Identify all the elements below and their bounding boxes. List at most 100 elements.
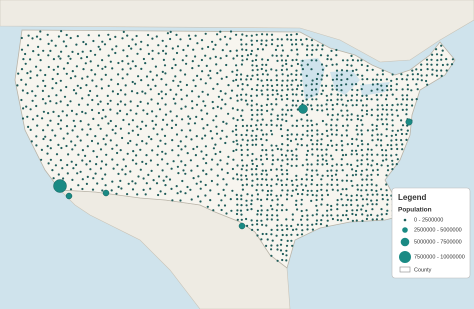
county-dot <box>179 80 182 83</box>
county-dot <box>126 73 129 76</box>
county-dot <box>155 182 159 185</box>
county-dot <box>326 99 329 102</box>
county-dot <box>26 92 29 95</box>
county-dot <box>291 88 294 91</box>
county-dot <box>376 88 379 91</box>
county-dot <box>42 137 45 141</box>
county-dot <box>405 138 408 141</box>
county-dot <box>159 190 162 193</box>
county-dot <box>270 248 273 251</box>
county-dot <box>84 43 88 46</box>
county-dot <box>380 118 383 121</box>
county-dot <box>386 209 389 212</box>
county-dot <box>46 145 49 148</box>
county-dot <box>360 63 363 66</box>
county-dot <box>281 258 284 262</box>
county-dot <box>266 84 269 87</box>
county-dot <box>211 137 214 140</box>
county-dot <box>63 95 67 98</box>
county-dot <box>320 178 323 181</box>
county-dot <box>240 43 243 46</box>
county-dot <box>255 189 258 192</box>
county-dot <box>355 149 358 152</box>
county-dot <box>185 135 188 138</box>
county-dot <box>216 83 219 86</box>
county-dot <box>275 124 278 127</box>
county-dot <box>162 58 165 62</box>
county-dot <box>331 164 334 167</box>
county-dot <box>270 33 274 36</box>
county-dot <box>446 63 449 66</box>
county-dot <box>386 113 389 116</box>
county-dot <box>17 72 20 75</box>
county-dot <box>139 148 142 151</box>
county-dot <box>125 113 129 116</box>
county-dot <box>35 65 38 68</box>
county-dot <box>331 188 334 191</box>
county-dot <box>231 107 234 110</box>
county-dot <box>170 187 173 190</box>
county-dot <box>256 209 259 212</box>
legend-symbol <box>402 227 408 233</box>
county-dot <box>280 94 283 97</box>
county-dot <box>236 198 239 201</box>
county-dot <box>160 78 163 81</box>
county-dot <box>336 218 339 222</box>
county-dot <box>385 158 388 161</box>
county-dot <box>20 48 24 51</box>
county-dot <box>122 118 125 122</box>
county-dot <box>225 43 228 46</box>
legend-item: 5000000 - 7500000 <box>414 239 462 245</box>
county-dot <box>291 59 294 62</box>
county-dot <box>195 135 198 138</box>
county-dot <box>172 79 175 82</box>
county-dot <box>330 154 333 157</box>
legend-title: Legend <box>398 193 427 202</box>
county-dot <box>301 164 304 167</box>
county-dot <box>271 154 274 157</box>
county-dot <box>212 107 215 110</box>
county-dot <box>275 89 278 92</box>
county-dot <box>202 157 205 160</box>
county-dot <box>311 153 314 156</box>
county-dot <box>370 108 373 111</box>
county-dot <box>265 232 268 236</box>
county-dot <box>41 98 45 101</box>
county-dot <box>250 94 253 97</box>
county-dot <box>166 123 169 126</box>
county-dot <box>405 113 408 116</box>
county-dot <box>435 69 438 72</box>
county-dot <box>245 178 248 181</box>
county-dot <box>270 218 273 221</box>
county-dot <box>425 74 428 77</box>
county-dot <box>229 50 232 53</box>
county-dot <box>101 67 104 70</box>
county-dot <box>127 132 130 135</box>
county-dot <box>390 154 393 157</box>
county-dot <box>300 209 303 213</box>
county-dot <box>169 37 172 41</box>
county-dot <box>266 218 269 221</box>
county-dot <box>391 163 394 166</box>
county-dot <box>276 114 279 117</box>
legend-item: 2500000 - 5000000 <box>414 227 462 233</box>
county-dot <box>365 104 368 107</box>
county-dot <box>77 103 81 106</box>
county-dot <box>182 169 185 172</box>
county-dot <box>396 129 399 132</box>
county-dot <box>26 72 29 75</box>
county-dot <box>180 160 183 163</box>
county-dot <box>261 93 264 96</box>
county-dot <box>225 183 228 186</box>
county-dot <box>197 64 200 67</box>
county-dot <box>260 219 263 222</box>
county-dot <box>116 151 119 155</box>
county-dot <box>166 162 169 165</box>
county-dot <box>334 173 338 176</box>
county-dot <box>89 168 92 171</box>
county-dot <box>415 83 418 86</box>
county-dot <box>295 154 298 157</box>
county-dot <box>276 228 279 231</box>
county-dot <box>241 88 244 91</box>
county-dot <box>320 143 323 146</box>
